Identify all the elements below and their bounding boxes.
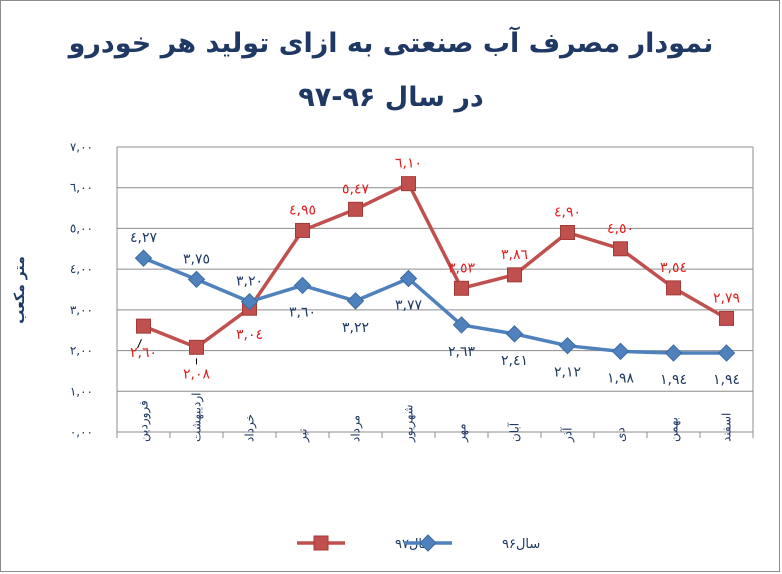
legend: سال۹۷سال۹۶ <box>297 534 540 552</box>
data-label-97: ٥,٤٧ <box>342 181 369 197</box>
y-tick-label: ٣,٠٠ <box>70 303 93 317</box>
y-tick-label: ٥,٠٠ <box>70 221 93 235</box>
series-96-marker <box>664 344 683 362</box>
y-tick-label: ٧,٠٠ <box>70 140 93 154</box>
data-label-97: ٣,٥٣ <box>448 260 475 276</box>
series-line-96 <box>142 256 727 355</box>
chart-title-line1: نمودار مصرف آب صنعتی به ازای تولید هر خو… <box>67 26 714 59</box>
series-97-marker <box>401 176 416 192</box>
series-96-marker <box>346 292 365 310</box>
data-label-96: ١,٩٤ <box>660 372 687 388</box>
x-category-label: شهریور <box>402 404 417 443</box>
series-97-marker <box>454 280 469 296</box>
data-label-leader <box>137 338 142 349</box>
data-label-97: ٢,٧٩ <box>713 290 740 306</box>
series-96-marker <box>717 344 736 362</box>
x-category-label: تیر <box>296 428 311 443</box>
series-96-marker <box>452 316 471 334</box>
x-category-label: اردیبهشت <box>190 393 205 442</box>
chart-title-line2: در سال ۹۶-۹۷ <box>298 82 483 113</box>
x-category-label: مهر <box>455 423 470 443</box>
x-category-label: اسفند <box>720 413 734 442</box>
data-label-96: ٣,٢٠ <box>236 274 263 290</box>
series-96-marker <box>293 276 312 295</box>
legend-item-96-marker <box>419 534 437 552</box>
series-96-marker <box>399 269 418 288</box>
data-label-96: ١,٩٨ <box>607 370 634 386</box>
data-label-96: ١,٩٤ <box>713 372 740 388</box>
x-category-label: آذر <box>560 427 576 443</box>
data-label-97: ٣,٨٦ <box>501 247 528 263</box>
legend-item-97-marker <box>313 535 329 551</box>
data-label-97: ٤,٩٠ <box>554 205 581 221</box>
series-97-marker <box>189 339 204 355</box>
x-category-label: مرداد <box>349 415 364 442</box>
y-axis-label: متر مکعب <box>12 256 28 324</box>
series-96-marker <box>187 270 206 289</box>
axis-layer: ٠,٠٠ ١,٠٠ ٢,٠٠ ٣,٠٠ ٤,٠٠ ٥,٠٠ ٦,٠٠ ٧,٠٠ فروردین ا… <box>70 140 754 443</box>
data-label-96: ٣,٢٢ <box>342 320 369 336</box>
x-category-label: خرداد <box>243 414 258 442</box>
data-label-97: ٢,٠٨ <box>183 366 210 382</box>
y-tick-label: ٢,٠٠ <box>70 344 93 358</box>
grid-layer <box>117 146 753 433</box>
series-97-marker <box>719 310 734 326</box>
series-layer <box>134 176 736 362</box>
data-label-97: ٦,١٠ <box>395 156 422 172</box>
series-96-marker <box>134 249 153 267</box>
y-tick-label: ٦,٠٠ <box>70 181 93 195</box>
data-label-96: ٤,٢٧ <box>130 230 157 246</box>
data-label-96: ٣,٧٥ <box>183 251 210 267</box>
series-97-marker <box>136 318 151 334</box>
y-tick-label: ٤,٠٠ <box>70 262 93 276</box>
series-97-marker <box>560 225 575 240</box>
series-96-marker <box>611 342 630 361</box>
legend-item-96-label: سال۹۶ <box>502 537 540 552</box>
series-96-marker <box>240 293 259 311</box>
data-label-96: ٢,٦٣ <box>448 344 475 360</box>
series-97-marker <box>613 241 628 257</box>
series-97-marker <box>507 267 522 283</box>
series-97-marker <box>348 201 363 217</box>
data-label-97: ٣,٠٤ <box>236 327 263 343</box>
series-97-marker <box>666 280 681 296</box>
x-category-label: دی <box>614 427 628 442</box>
data-label-96: ٢,١٢ <box>554 365 581 381</box>
y-tick-label: ١,٠٠ <box>70 384 93 398</box>
series-97-marker <box>295 222 310 238</box>
x-category-label: آبان <box>507 422 522 442</box>
data-label-layer: ٢,٦٠ ٢,٠٨ ٣,٠٤ ٤,٩٥ ٥,٤٧ ٦,١٠ ٣,٥٣ ٣,٨٦ ٤,٩٠ ٤,٥٠… <box>130 156 740 388</box>
series-96-marker <box>558 336 577 355</box>
data-label-96: ٣,٦٠ <box>289 304 316 320</box>
data-label-97: ٣,٥٤ <box>660 260 687 276</box>
x-category-label: فروردین <box>137 400 152 442</box>
y-tick-label: ٠,٠٠ <box>70 425 93 439</box>
data-label-96: ٣,٧٧ <box>395 298 422 314</box>
series-line-97 <box>142 181 728 350</box>
data-label-97: ٤,٥٠ <box>607 221 634 237</box>
data-label-97: ٤,٩٥ <box>289 202 316 218</box>
series-96-marker <box>505 325 524 343</box>
x-category-label: بهمن <box>667 417 682 442</box>
data-label-97: ٢,٦٠ <box>130 345 157 361</box>
data-label-96: ٢,٤١ <box>501 353 528 369</box>
